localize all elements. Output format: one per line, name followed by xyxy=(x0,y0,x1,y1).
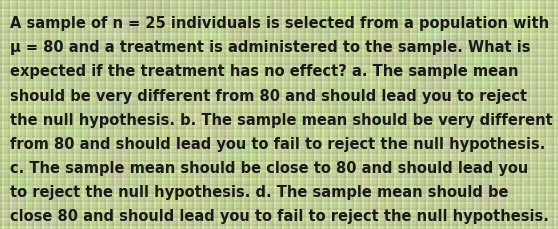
Text: μ = 80 and a treatment is administered to the sample. What is: μ = 80 and a treatment is administered t… xyxy=(10,40,531,55)
Text: the null hypothesis. b. The sample mean should be very different: the null hypothesis. b. The sample mean … xyxy=(10,112,553,127)
Text: close 80 and should lead you to fail to reject the null hypothesis.: close 80 and should lead you to fail to … xyxy=(10,208,549,223)
Text: expected if the treatment has no effect? a. The sample mean: expected if the treatment has no effect?… xyxy=(10,64,518,79)
Text: c. The sample mean should be close to 80 and should lead you: c. The sample mean should be close to 80… xyxy=(10,160,528,175)
Text: A sample of n = 25 individuals is selected from a population with: A sample of n = 25 individuals is select… xyxy=(10,16,549,31)
Text: should be very different from 80 and should lead you to reject: should be very different from 80 and sho… xyxy=(10,88,527,103)
Text: from 80 and should lead you to fail to reject the null hypothesis.: from 80 and should lead you to fail to r… xyxy=(10,136,545,151)
Text: to reject the null hypothesis. d. The sample mean should be: to reject the null hypothesis. d. The sa… xyxy=(10,184,508,199)
